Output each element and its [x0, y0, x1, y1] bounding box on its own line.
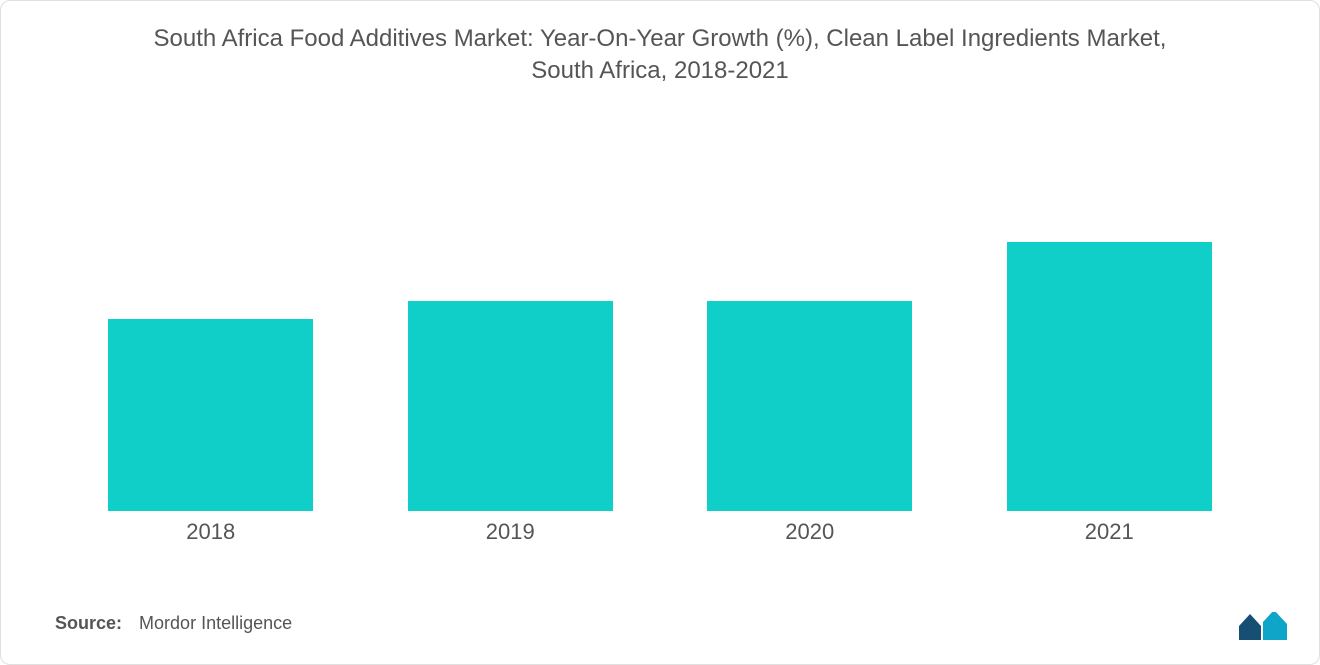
bars-row: [61, 161, 1259, 511]
bar-slot: [361, 161, 661, 511]
x-label: 2021: [960, 519, 1260, 545]
x-label: 2020: [660, 519, 960, 545]
bar-slot: [61, 161, 361, 511]
x-axis-labels: 2018 2019 2020 2021: [61, 519, 1259, 545]
source-text: Mordor Intelligence: [139, 613, 292, 633]
bar-slot: [660, 161, 960, 511]
bar-2019: [408, 301, 613, 511]
source-attribution: Source: Mordor Intelligence: [55, 613, 292, 634]
chart-container: South Africa Food Additives Market: Year…: [0, 0, 1320, 665]
x-label: 2018: [61, 519, 361, 545]
chart-title: South Africa Food Additives Market: Year…: [1, 23, 1319, 88]
bar-2021: [1007, 242, 1212, 512]
mordor-logo-icon: [1237, 612, 1289, 642]
source-label: Source:: [55, 613, 122, 633]
bar-2020: [707, 301, 912, 511]
plot-area: [61, 161, 1259, 511]
logo-bar1: [1239, 614, 1261, 640]
bar-2018: [108, 319, 313, 512]
bar-slot: [960, 161, 1260, 511]
x-label: 2019: [361, 519, 661, 545]
logo-bar2: [1263, 612, 1287, 640]
